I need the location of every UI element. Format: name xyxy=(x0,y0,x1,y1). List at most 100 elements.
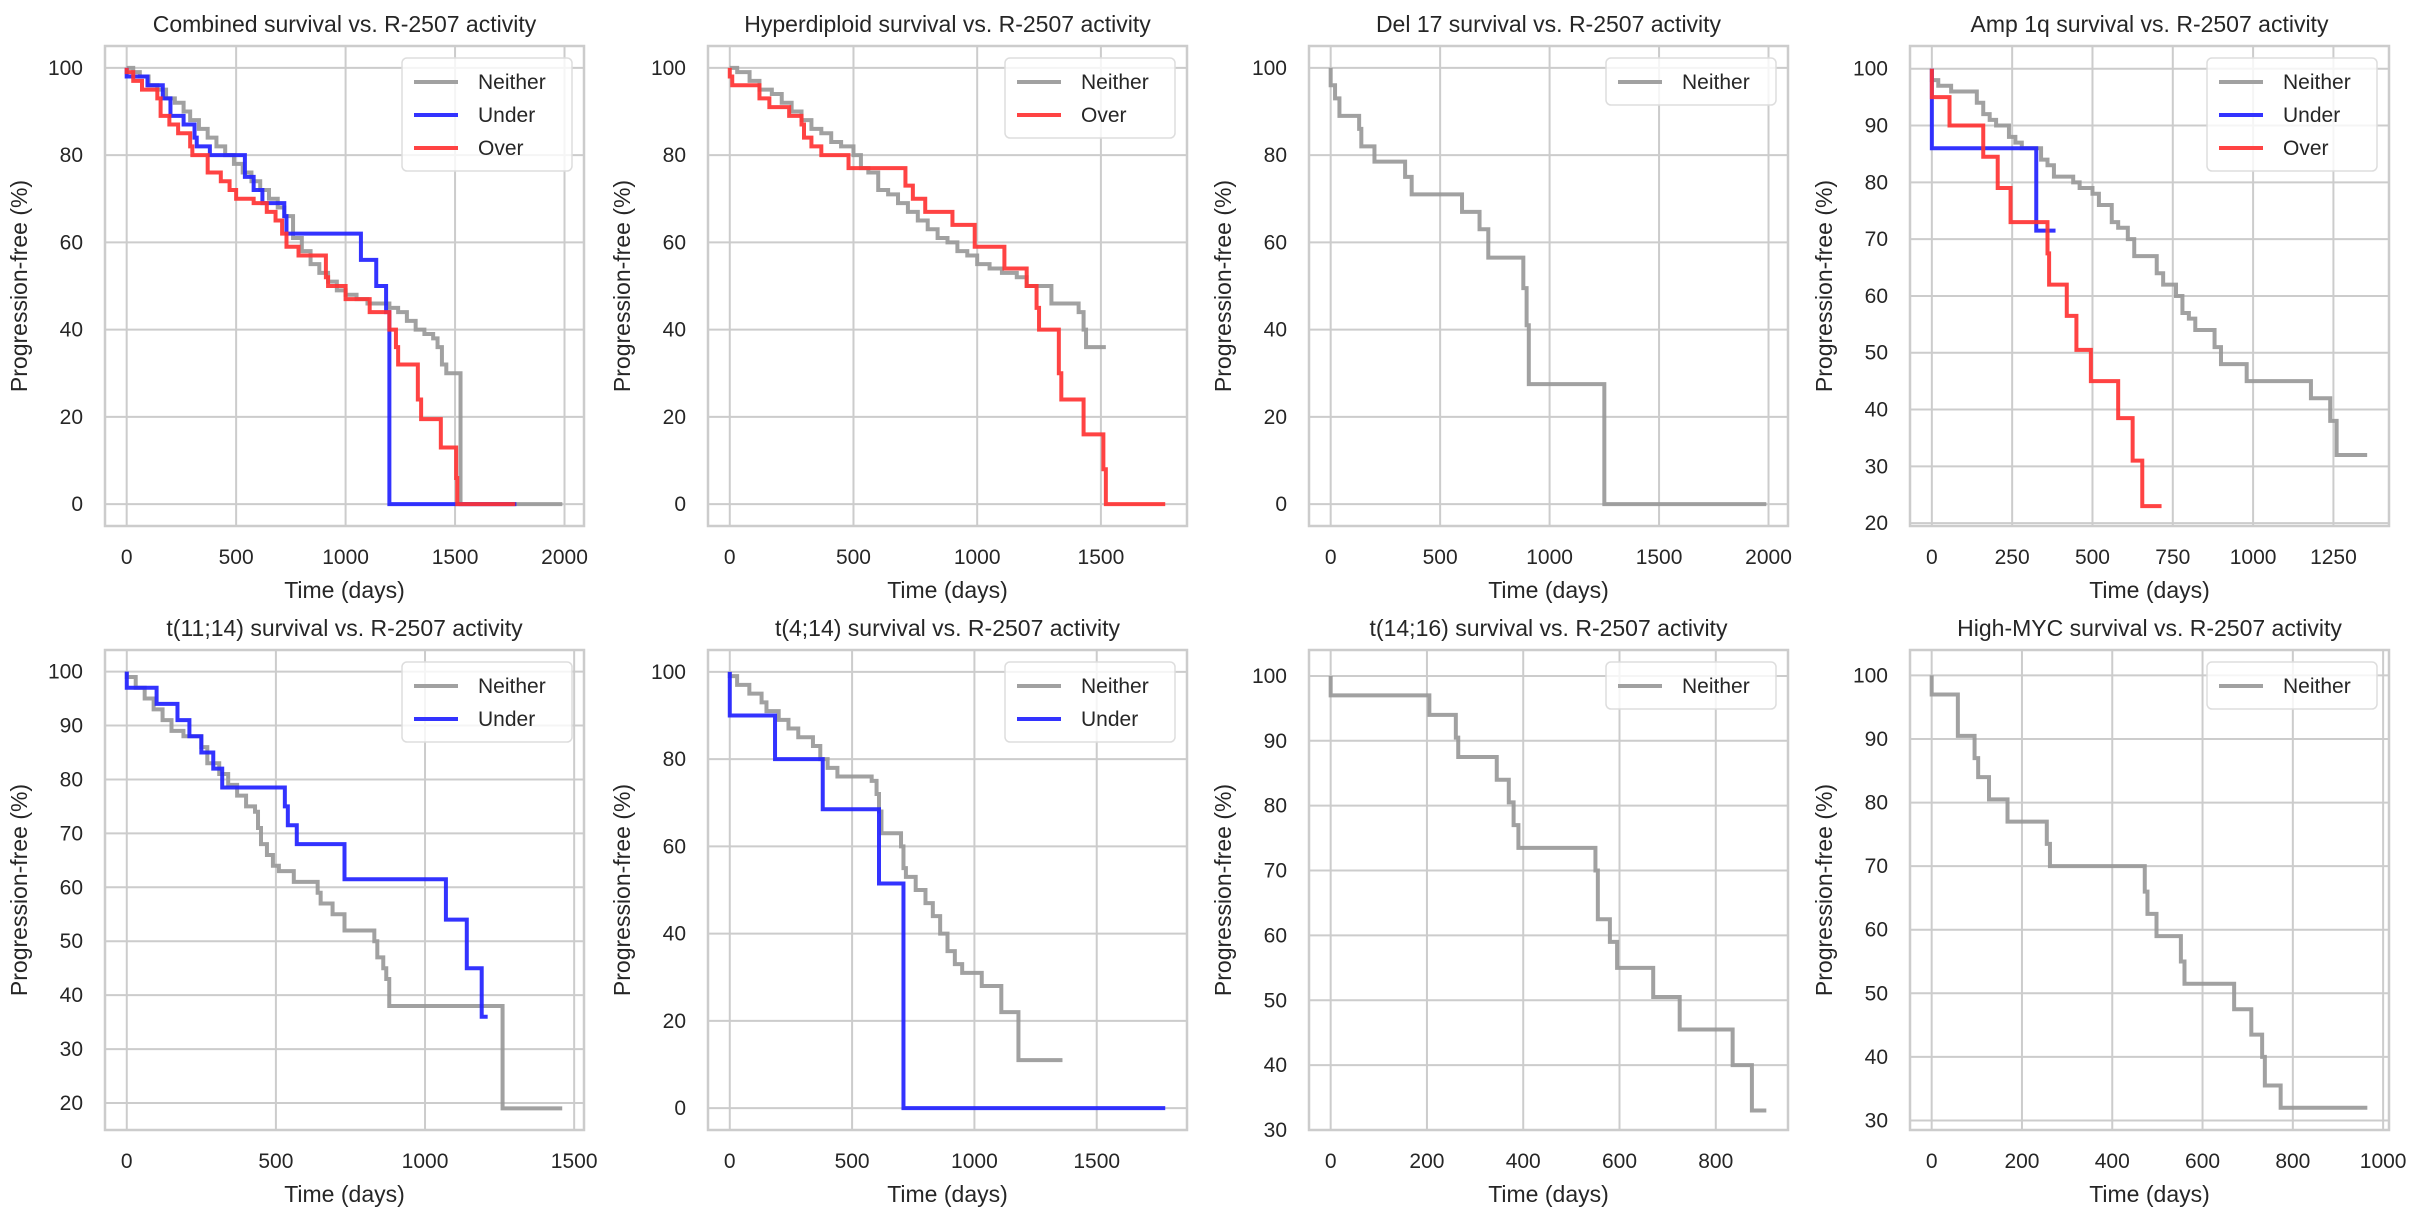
legend-label: Over xyxy=(478,137,524,160)
y-tick-label: 30 xyxy=(1865,1109,1888,1132)
x-tick-label: 1500 xyxy=(551,1150,598,1173)
y-tick-label: 90 xyxy=(1865,115,1888,138)
y-tick-label: 60 xyxy=(1264,924,1287,947)
plot-area xyxy=(1910,650,2389,1130)
y-tick-label: 100 xyxy=(1853,58,1888,81)
legend: Neither Under Over xyxy=(401,57,573,172)
series-line-neither xyxy=(1328,675,1767,1113)
chart-title: t(14;16) survival vs. R-2507 activity xyxy=(1370,615,1728,641)
legend: Neither Under xyxy=(1004,661,1176,743)
x-tick-label: 0 xyxy=(1926,1150,1938,1173)
series-line-neither xyxy=(126,65,563,507)
y-tick-label: 100 xyxy=(1252,665,1287,688)
y-axis-label: Progression-free (%) xyxy=(609,784,635,996)
plot-area xyxy=(1309,650,1788,1130)
x-tick-label: 1000 xyxy=(951,1150,998,1173)
subplot-panel: 0 200 400 600 800 1000 30 40 50 60 70 80 90 100 High-M… xyxy=(1811,615,2406,1207)
axes-frame xyxy=(103,44,586,528)
x-tick-label: 800 xyxy=(1698,1150,1733,1173)
x-axis-label: Time (days) xyxy=(284,1181,405,1207)
plot-area xyxy=(1309,46,1788,526)
y-tick-label: 70 xyxy=(1865,855,1888,878)
x-tick-label: 0 xyxy=(1926,546,1938,569)
legend: Neither xyxy=(1605,57,1777,106)
y-tick-label: 0 xyxy=(71,493,83,516)
legend: Neither Over xyxy=(1004,57,1176,139)
x-tick-label: 1000 xyxy=(1526,546,1573,569)
legend-label: Under xyxy=(478,708,535,731)
y-tick-label: 0 xyxy=(674,1097,686,1120)
legend-label: Neither xyxy=(1081,675,1149,698)
y-tick-label: 40 xyxy=(1264,1054,1287,1077)
x-tick-label: 800 xyxy=(2275,1150,2310,1173)
y-tick-label: 40 xyxy=(60,319,83,342)
y-tick-label: 20 xyxy=(1264,406,1287,429)
y-tick-label: 0 xyxy=(1275,493,1287,516)
x-tick-label: 0 xyxy=(1325,1150,1337,1173)
subplot-panel: 0 500 1000 1500 0 20 40 60 80 100 Hyperdiploid sur… xyxy=(609,11,1189,603)
x-tick-label: 0 xyxy=(121,1150,133,1173)
y-tick-label: 30 xyxy=(1865,455,1888,478)
series-line-over xyxy=(124,67,516,507)
x-tick-label: 1500 xyxy=(1636,546,1683,569)
y-axis-label: Progression-free (%) xyxy=(609,180,635,392)
subplot-panel: 0 250 500 750 1000 1250 20 30 40 50 60 70 80 90 100 Amp… xyxy=(1811,11,2391,603)
x-tick-label: 1250 xyxy=(2310,546,2357,569)
y-tick-label: 100 xyxy=(1252,57,1287,80)
y-tick-label: 60 xyxy=(60,876,83,899)
legend-box xyxy=(1004,661,1176,743)
x-tick-label: 400 xyxy=(2095,1150,2130,1173)
x-axis-label: Time (days) xyxy=(887,577,1008,603)
chart-title: High-MYC survival vs. R-2507 activity xyxy=(1957,615,2342,641)
x-tick-label: 500 xyxy=(258,1150,293,1173)
y-tick-label: 0 xyxy=(674,493,686,516)
x-tick-label: 250 xyxy=(1995,546,2030,569)
series-line-neither xyxy=(1328,67,1767,507)
y-tick-label: 90 xyxy=(1264,730,1287,753)
y-tick-label: 60 xyxy=(663,835,686,858)
series-line-neither xyxy=(729,65,1106,350)
y-tick-label: 60 xyxy=(60,231,83,254)
y-axis-label: Progression-free (%) xyxy=(1811,180,1837,392)
y-tick-label: 80 xyxy=(60,768,83,791)
legend-label: Under xyxy=(2283,104,2340,127)
x-tick-label: 0 xyxy=(121,546,133,569)
x-tick-label: 1000 xyxy=(2230,546,2277,569)
y-tick-label: 90 xyxy=(60,715,83,738)
x-tick-label: 1500 xyxy=(1073,1150,1120,1173)
subplot-panel: 0 500 1000 1500 20 30 40 50 60 70 80 90 100 t(11;14) … xyxy=(6,615,598,1207)
subplot-panel: 0 500 1000 1500 2000 0 20 40 60 80 100 Del 17 survi… xyxy=(1210,11,1792,603)
y-tick-label: 40 xyxy=(663,923,686,946)
x-tick-label: 0 xyxy=(724,1150,736,1173)
legend-box xyxy=(2206,661,2378,710)
legend-box xyxy=(1605,661,1777,710)
y-tick-label: 90 xyxy=(1865,728,1888,751)
y-tick-label: 60 xyxy=(663,231,686,254)
subplot-panel: 0 200 400 600 800 30 40 50 60 70 80 90 100 t(14;16) s… xyxy=(1210,615,1790,1207)
x-tick-label: 500 xyxy=(2075,546,2110,569)
y-axis-label: Progression-free (%) xyxy=(1811,784,1837,996)
series-line-neither xyxy=(1929,675,2368,1110)
y-tick-label: 40 xyxy=(1264,319,1287,342)
legend-label: Neither xyxy=(478,675,546,698)
chart-title: Amp 1q survival vs. R-2507 activity xyxy=(1971,11,2329,37)
y-axis-label: Progression-free (%) xyxy=(6,180,32,392)
x-tick-label: 200 xyxy=(2004,1150,2039,1173)
axes-frame xyxy=(1307,648,1790,1132)
x-tick-label: 200 xyxy=(1409,1150,1444,1173)
y-tick-label: 50 xyxy=(60,930,83,953)
legend-label: Neither xyxy=(1081,71,1149,94)
y-tick-label: 70 xyxy=(1865,228,1888,251)
x-tick-label: 2000 xyxy=(541,546,588,569)
legend-box xyxy=(2206,57,2378,172)
legend-label: Under xyxy=(1081,708,1138,731)
axes-frame xyxy=(1908,44,2391,528)
y-tick-label: 40 xyxy=(60,984,83,1007)
y-tick-label: 80 xyxy=(663,748,686,771)
axes-frame xyxy=(706,648,1189,1132)
y-tick-label: 100 xyxy=(48,57,83,80)
legend-label: Under xyxy=(478,104,535,127)
y-tick-label: 40 xyxy=(663,319,686,342)
axes-frame xyxy=(103,648,586,1132)
x-tick-label: 750 xyxy=(2155,546,2190,569)
